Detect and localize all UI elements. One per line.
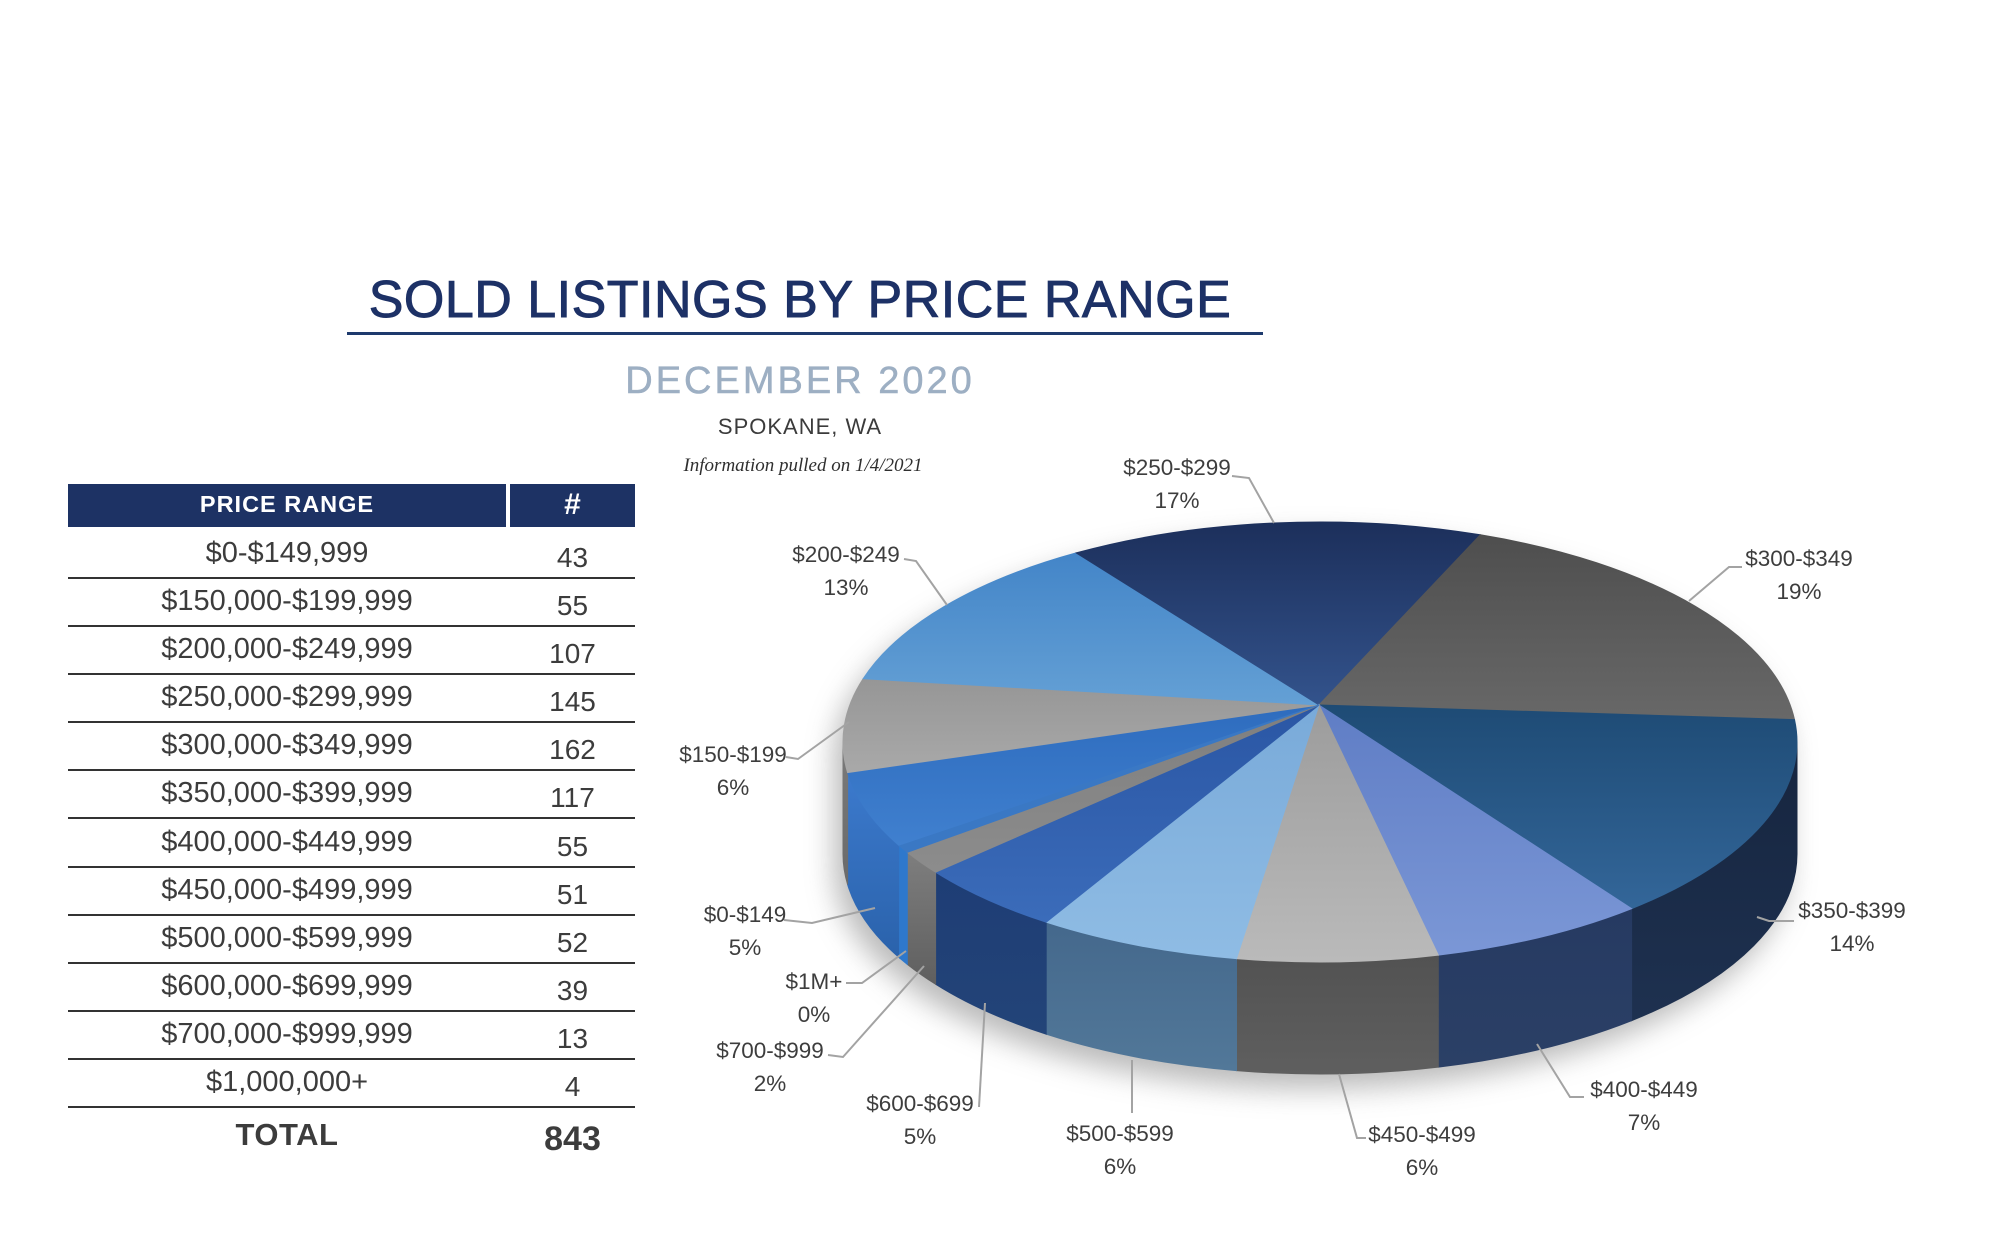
svg-text:0%: 0% <box>798 1002 831 1027</box>
svg-text:$250-$299: $250-$299 <box>1123 455 1231 480</box>
svg-text:$700-$999: $700-$999 <box>716 1038 824 1063</box>
svg-text:$500-$599: $500-$599 <box>1066 1121 1174 1146</box>
svg-text:19%: 19% <box>1776 579 1821 604</box>
svg-text:6%: 6% <box>717 775 750 800</box>
svg-text:$600-$699: $600-$699 <box>866 1091 974 1116</box>
svg-text:5%: 5% <box>729 935 762 960</box>
svg-text:2%: 2% <box>754 1071 787 1096</box>
svg-text:$300-$349: $300-$349 <box>1745 546 1853 571</box>
svg-text:7%: 7% <box>1628 1110 1661 1135</box>
svg-text:$400-$449: $400-$449 <box>1590 1077 1698 1102</box>
svg-text:13%: 13% <box>823 575 868 600</box>
svg-text:$0-$149: $0-$149 <box>704 902 787 927</box>
svg-text:5%: 5% <box>904 1124 937 1149</box>
svg-text:$1M+: $1M+ <box>786 969 843 994</box>
svg-text:17%: 17% <box>1154 488 1199 513</box>
svg-text:$150-$199: $150-$199 <box>679 742 787 767</box>
svg-text:6%: 6% <box>1406 1155 1439 1180</box>
svg-text:$350-$399: $350-$399 <box>1798 898 1906 923</box>
svg-text:14%: 14% <box>1829 931 1874 956</box>
svg-text:6%: 6% <box>1104 1154 1137 1179</box>
svg-text:$450-$499: $450-$499 <box>1368 1122 1476 1147</box>
svg-text:$200-$249: $200-$249 <box>792 542 900 567</box>
